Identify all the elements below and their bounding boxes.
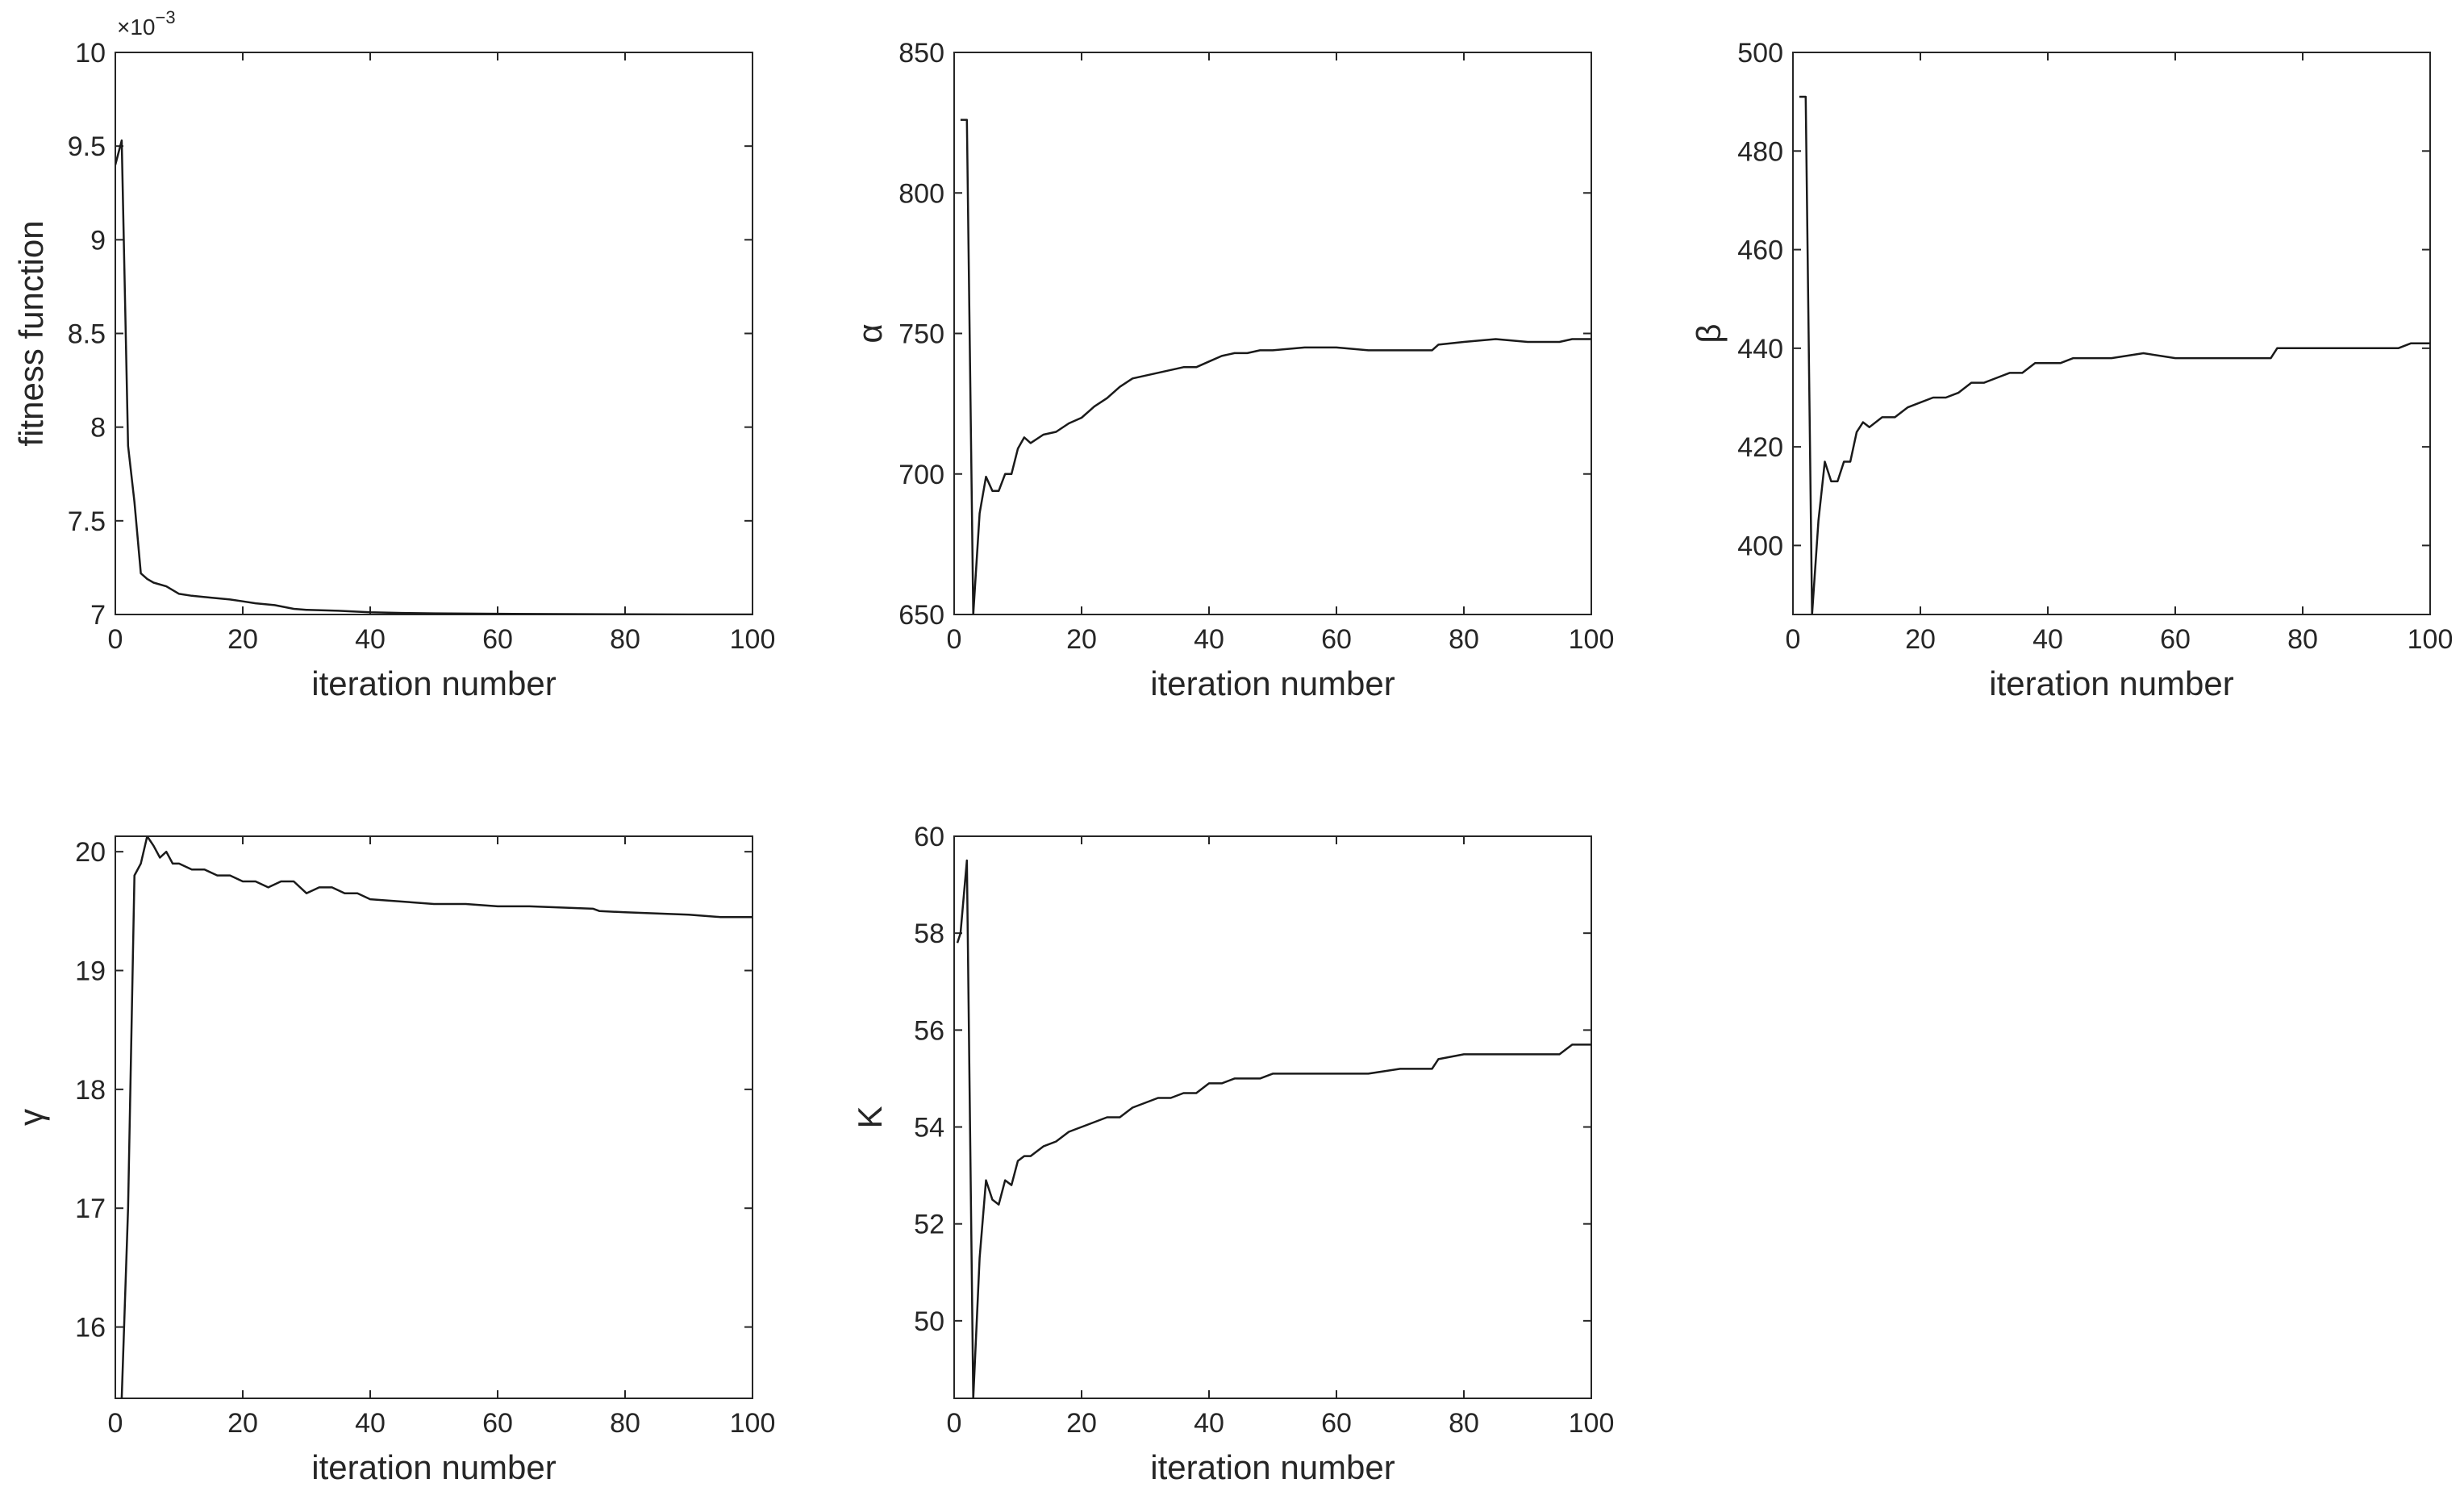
x-tick-label: 100 [1569,1408,1615,1439]
y-tick-label: 52 [914,1210,944,1240]
y-tick-label: 500 [1737,38,1783,69]
x-axis-label: iteration number [311,1448,557,1486]
x-tick-label: 100 [2408,624,2454,655]
y-axis-label: β [1690,323,1728,343]
axes-box [115,835,753,1399]
x-axis-label: iteration number [311,664,557,702]
x-tick-label: 20 [1066,1408,1097,1439]
x-tick-label: 0 [1786,624,1801,655]
x-tick-label: 40 [1194,624,1224,655]
chart-panel-1: 0 20 40 60 80 100 7 7.5 8 8.5 9 9.5 10 ×10−3 iteration… [12,7,775,702]
x-tick-label: 20 [1066,624,1097,655]
axes-box [115,52,753,615]
x-tick-label: 20 [227,624,258,655]
y-tick-label: 54 [914,1113,944,1143]
chart-panel-3: 0 20 40 60 80 100 400 420 440 460 480 500 iteration … [1690,38,2453,702]
y-tick-label: 50 [914,1306,944,1337]
x-tick-label: 80 [1449,1408,1479,1439]
chart-panel-4: 0 20 40 60 80 100 16 17 18 19 20 iteration number γ [12,835,776,1486]
x-tick-label: 60 [482,1408,513,1439]
chart-panel-2: 0 20 40 60 80 100 650 700 750 800 850 iteration num… [851,38,1614,702]
series-line-1 [1799,95,2430,614]
series-line-1 [956,859,1591,1398]
x-tick-label: 80 [610,624,640,655]
y-tick-label: 8 [90,413,106,444]
x-tick-label: 100 [730,624,776,655]
y-axis-label: γ [12,1109,50,1126]
y-tick-label: 58 [914,919,944,949]
x-tick-label: 60 [2160,624,2191,655]
x-axis-label: iteration number [1150,664,1395,702]
x-axis-label: iteration number [1150,1448,1395,1486]
y-tick-label: 20 [75,837,106,868]
y-tick-label: 750 [898,319,944,350]
y-tick-label: 800 [898,178,944,209]
y-tick-label: 18 [75,1075,106,1106]
y-axis-label: K [851,1106,889,1128]
x-tick-label: 0 [947,624,962,655]
y-exponent-power: −3 [156,7,176,27]
x-tick-label: 0 [108,624,123,655]
x-tick-label: 40 [355,624,386,655]
axes-box [953,835,1592,1399]
series-line-1 [120,836,753,1398]
x-tick-label: 0 [947,1408,962,1439]
y-tick-label: 16 [75,1313,106,1343]
x-tick-label: 80 [610,1408,640,1439]
y-tick-label: 8.5 [68,319,106,350]
y-tick-label: 460 [1737,235,1783,266]
y-tick-label: 7 [90,600,106,631]
y-tick-label: 850 [898,38,944,69]
chart-panel-5: 0 20 40 60 80 100 50 52 54 56 58 60 iteration number… [851,822,1614,1486]
y-tick-label: 480 [1737,136,1783,167]
y-tick-label: 60 [914,822,944,852]
x-tick-label: 40 [2032,624,2063,655]
y-tick-label: 9.5 [68,131,106,162]
y-tick-label: 700 [898,460,944,490]
y-tick-label: 19 [75,956,106,987]
x-tick-label: 60 [1321,1408,1352,1439]
x-tick-label: 20 [1905,624,1936,655]
y-tick-label: 420 [1737,432,1783,463]
axes-box [1792,52,2431,615]
y-exponent-base: ×10 [117,15,156,40]
y-exponent-label: ×10−3 [117,7,176,40]
x-tick-label: 80 [2287,624,2318,655]
x-axis-label: iteration number [1989,664,2234,702]
y-tick-label: 56 [914,1015,944,1046]
y-tick-label: 17 [75,1193,106,1224]
x-tick-label: 0 [108,1408,123,1439]
y-tick-label: 9 [90,225,106,256]
x-tick-label: 60 [482,624,513,655]
y-axis-label: α [851,323,889,343]
axes-box [953,52,1592,615]
x-tick-label: 80 [1449,624,1479,655]
y-tick-label: 10 [75,38,106,69]
y-tick-label: 650 [898,600,944,631]
series-line-1 [115,139,753,614]
x-tick-label: 40 [1194,1408,1224,1439]
x-tick-label: 100 [1569,624,1615,655]
x-tick-label: 100 [730,1408,776,1439]
x-tick-label: 20 [227,1408,258,1439]
y-tick-label: 400 [1737,531,1783,561]
y-tick-label: 7.5 [68,506,106,537]
y-axis-label: fitness function [12,220,50,446]
y-tick-label: 440 [1737,334,1783,365]
series-line-1 [960,119,1591,614]
x-tick-label: 40 [355,1408,386,1439]
x-tick-label: 60 [1321,624,1352,655]
